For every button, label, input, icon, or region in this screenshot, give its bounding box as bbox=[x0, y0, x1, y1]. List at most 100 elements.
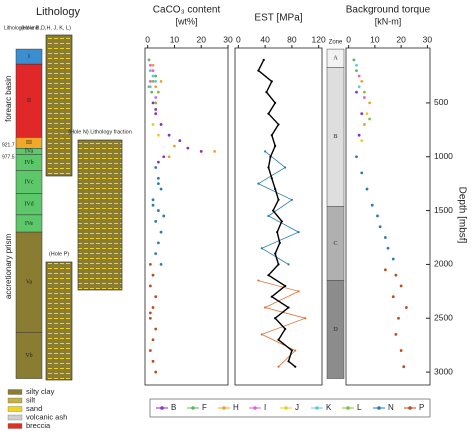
x-tick-label: 20 bbox=[196, 34, 206, 44]
data-point bbox=[147, 58, 151, 62]
data-point bbox=[162, 214, 166, 218]
data-point bbox=[151, 338, 155, 342]
zone-label: C bbox=[333, 241, 337, 247]
fraction-label: (Hole P) bbox=[49, 251, 69, 257]
lithology-unit bbox=[15, 331, 43, 379]
depth-tick-label: 1500 bbox=[434, 205, 453, 215]
legend-label: I bbox=[264, 403, 266, 412]
data-point bbox=[151, 79, 155, 83]
fraction-column bbox=[77, 139, 123, 291]
legend-label: K bbox=[326, 403, 332, 412]
data-point bbox=[284, 284, 287, 288]
data-point bbox=[376, 214, 379, 218]
unit-label: Vb bbox=[25, 353, 32, 359]
data-point bbox=[151, 273, 155, 277]
panel-title: Lithology bbox=[36, 6, 81, 18]
data-point bbox=[294, 349, 297, 352]
legend-label: H bbox=[233, 403, 239, 412]
data-point bbox=[151, 198, 155, 202]
domain-label: accretionary prism bbox=[4, 233, 13, 299]
data-point bbox=[383, 268, 387, 272]
data-point bbox=[148, 349, 152, 352]
legend-label: silt bbox=[26, 395, 36, 404]
x-tick-label: 40 bbox=[260, 34, 270, 44]
data-point bbox=[277, 338, 280, 341]
data-point bbox=[151, 74, 155, 78]
unit-label: IVe bbox=[25, 221, 34, 227]
data-point bbox=[159, 123, 163, 126]
data-point bbox=[368, 117, 372, 121]
unit-header: Lithological unit bbox=[4, 25, 39, 31]
data-point bbox=[148, 85, 152, 89]
data-point bbox=[267, 274, 270, 277]
data-point bbox=[156, 133, 160, 137]
data-point bbox=[159, 187, 163, 191]
panel-subtitle: [wt%] bbox=[175, 16, 197, 26]
data-point bbox=[274, 101, 277, 105]
data-point bbox=[150, 90, 154, 94]
data-point bbox=[257, 69, 260, 72]
x-tick-label: 0 bbox=[236, 34, 241, 44]
zone bbox=[326, 280, 345, 379]
data-point bbox=[357, 85, 361, 89]
data-point bbox=[148, 316, 152, 320]
x-tick-label: 80 bbox=[287, 34, 297, 44]
data-point bbox=[213, 149, 217, 153]
x-tick-label: 0 bbox=[145, 34, 150, 44]
data-point bbox=[267, 166, 270, 169]
data-point bbox=[159, 79, 163, 83]
depth-tick-label: 2000 bbox=[434, 259, 453, 269]
data-point bbox=[151, 63, 155, 67]
zone-title: Zone bbox=[329, 40, 343, 46]
data-point bbox=[355, 63, 358, 67]
data-point bbox=[151, 203, 155, 207]
data-point bbox=[386, 246, 390, 250]
data-point bbox=[399, 349, 403, 352]
x-tick-label: 20 bbox=[396, 34, 406, 44]
legend-dot bbox=[377, 406, 381, 410]
data-point bbox=[186, 146, 190, 150]
data-point bbox=[167, 133, 171, 137]
data-point bbox=[151, 359, 155, 363]
data-point bbox=[148, 263, 152, 266]
legend-label: P bbox=[419, 403, 424, 412]
data-point bbox=[148, 69, 152, 73]
data-point bbox=[357, 133, 361, 137]
data-point bbox=[154, 74, 158, 78]
data-point bbox=[360, 171, 364, 175]
panel-title: EST [MPa] bbox=[254, 13, 302, 24]
data-point bbox=[284, 166, 287, 169]
data-point bbox=[357, 74, 361, 78]
data-point bbox=[270, 295, 273, 298]
panel-title: CaCO₃ content bbox=[153, 5, 221, 16]
data-point bbox=[294, 365, 297, 368]
panel-frame bbox=[345, 47, 431, 386]
depth-axis-label: Depth [mbsf] bbox=[456, 187, 467, 244]
zone-label: D bbox=[333, 327, 338, 333]
data-point bbox=[362, 96, 366, 99]
data-point bbox=[290, 198, 293, 201]
legend-swatch bbox=[7, 397, 23, 404]
data-point bbox=[154, 85, 158, 89]
data-point bbox=[262, 58, 265, 61]
data-point bbox=[284, 327, 287, 331]
data-point bbox=[274, 252, 277, 255]
legend-label: volcanic ash bbox=[26, 412, 67, 421]
data-point bbox=[272, 209, 275, 212]
data-point bbox=[397, 316, 400, 320]
data-point bbox=[365, 187, 369, 191]
data-point bbox=[360, 112, 364, 116]
legend-label: breccia bbox=[26, 421, 51, 430]
x-tick-label: 30 bbox=[223, 34, 233, 44]
x-tick-label: 120 bbox=[312, 34, 326, 44]
data-point bbox=[173, 144, 176, 148]
data-point bbox=[264, 306, 267, 309]
data-point bbox=[394, 332, 398, 336]
unit-label: IVc bbox=[25, 179, 34, 185]
data-point bbox=[159, 230, 163, 234]
data-point bbox=[154, 219, 158, 223]
x-tick-label: 0 bbox=[346, 34, 351, 44]
data-point bbox=[383, 236, 387, 239]
data-point bbox=[391, 257, 395, 261]
data-point bbox=[264, 150, 267, 153]
